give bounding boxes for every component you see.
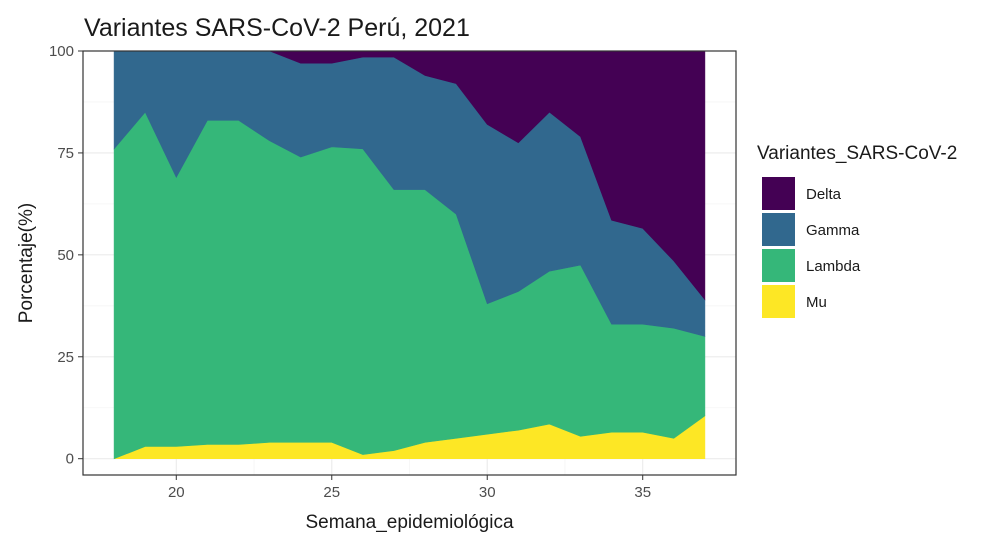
y-tick-label: 75 (57, 145, 74, 162)
y-tick-label: 100 (49, 43, 74, 60)
chart-title: Variantes SARS-CoV-2 Perú, 2021 (84, 14, 470, 42)
legend: Variantes_SARS-CoV-2 Delta Gamma Lambda Mu (757, 143, 957, 318)
y-tick-label: 50 (57, 247, 74, 264)
legend-swatch-delta (762, 177, 795, 210)
x-tick-label: 35 (634, 484, 651, 501)
y-tick-label: 0 (66, 451, 74, 468)
x-tick-label: 25 (323, 484, 340, 501)
legend-swatch-mu (762, 285, 795, 318)
legend-swatch-lambda (762, 249, 795, 282)
legend-label-mu: Mu (806, 294, 827, 311)
legend-label-gamma: Gamma (806, 222, 860, 239)
x-tick-label: 30 (479, 484, 496, 501)
legend-title: Variantes_SARS-CoV-2 (757, 143, 957, 164)
y-axis-title: Porcentaje(%) (16, 203, 37, 323)
x-tick-label: 20 (168, 484, 185, 501)
axis-ticks: 20 25 30 35 0 25 50 75 100 (49, 43, 651, 501)
panel-border (82, 50, 737, 476)
x-axis-title: Semana_epidemiológica (305, 512, 514, 533)
legend-label-delta: Delta (806, 186, 842, 203)
legend-label-lambda: Lambda (806, 258, 861, 275)
y-tick-label: 25 (57, 349, 74, 366)
stacked-areas (113, 50, 706, 460)
legend-swatch-gamma (762, 213, 795, 246)
